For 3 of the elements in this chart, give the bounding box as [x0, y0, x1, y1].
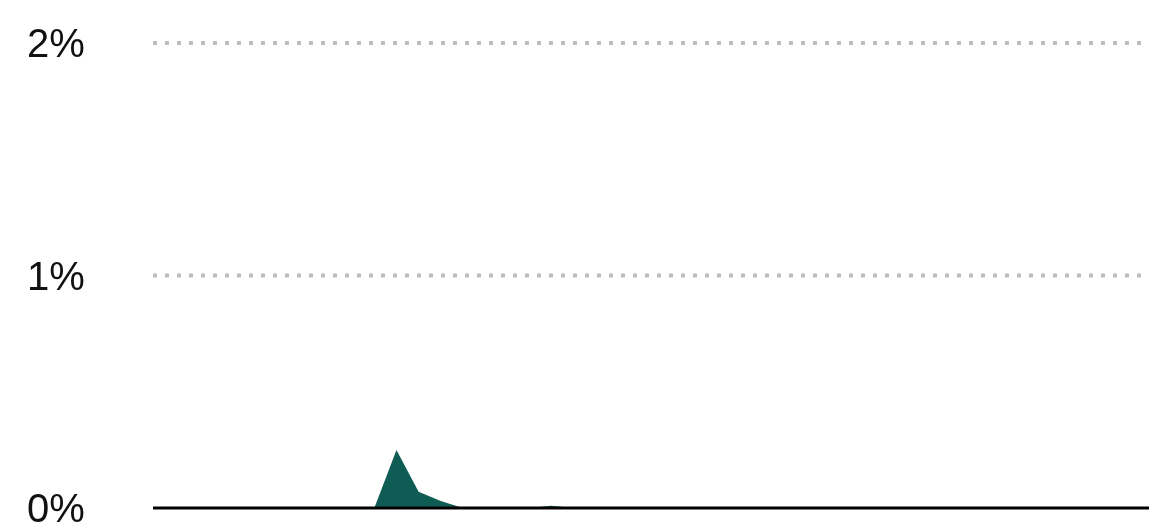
y-tick-label: 0% [27, 486, 85, 529]
y-tick-label: 2% [27, 21, 85, 66]
y-tick-label: 1% [27, 253, 85, 298]
